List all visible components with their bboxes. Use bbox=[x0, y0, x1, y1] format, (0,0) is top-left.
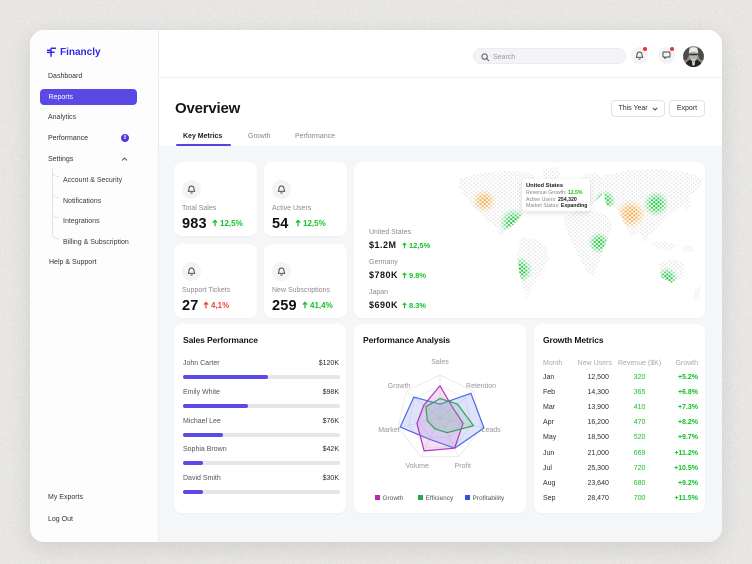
svg-text:Market: Market bbox=[378, 427, 399, 434]
svg-text:Growth: Growth bbox=[388, 383, 411, 390]
svg-text:Retention: Retention bbox=[466, 383, 496, 390]
svg-text:Leads: Leads bbox=[482, 427, 502, 434]
svg-text:Profit: Profit bbox=[455, 463, 471, 470]
svg-text:Volume: Volume bbox=[406, 463, 429, 470]
svg-text:Sales: Sales bbox=[431, 359, 449, 366]
